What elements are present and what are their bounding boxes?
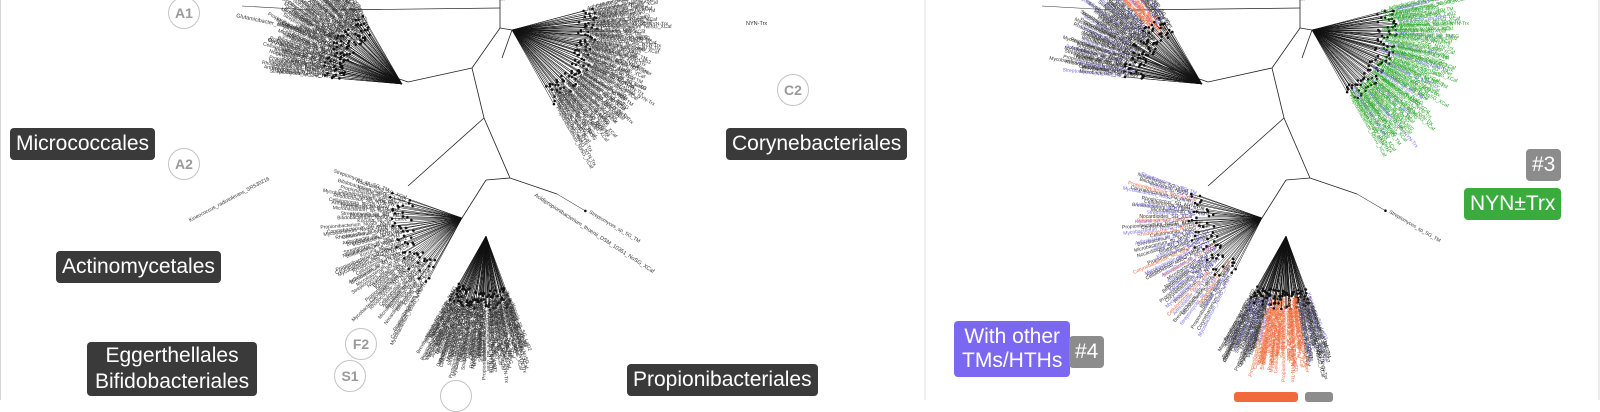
with-other-line-1: With other [962,325,1062,349]
leaf-label: Streptomyces_sp_SG_TM [588,209,641,244]
badge-3: #3 [1526,149,1561,181]
leaf-label-readable: NYN-Trx [746,21,767,27]
clade-label-eggerthellales-bifidobacteriales: Eggerthellales Bifidobacteriales [87,342,257,396]
leaf-label-readable: Kineococcus_radiotolerans_SRS30216 [188,176,271,224]
clade-label-actinomycetales: Actinomycetales [56,251,221,283]
leaf-label: Streptomyces_sp_SG_TM [1388,209,1442,244]
left-tree: Streptomyces_sp_SG_TMMicrobacterium_sp_N… [188,0,767,384]
subclade-marker-a2: A2 [168,148,200,180]
clade-label-propionibacteriales: Propionibacteriales [627,364,818,396]
subclade-marker-f2: F2 [345,328,377,360]
leaf-label-readable: Acidipropionibacterium_thoenii_DSM_10351… [533,193,656,276]
phylogenetic-trees: Streptomyces_sp_SG_TMMicrobacterium_sp_N… [0,0,1600,400]
subclade-marker-c2: C2 [777,74,809,106]
partial-orange-badge [1234,392,1298,402]
right-tree: Streptomyces_sp_SG_TMMicrobacterium_sp_N… [1042,0,1470,383]
with-other-line-2: TMs/HTHs [962,349,1062,373]
with-other-tms-hths-badge: With other TMs/HTHs [954,321,1070,377]
clade-label-bifidobacteriales: Bifidobacteriales [95,369,249,395]
clade-label-eggerthellales: Eggerthellales [95,343,249,369]
badge-4: #4 [1069,336,1104,368]
nyn-trx-badge: NYN±Trx [1464,188,1561,220]
subclade-marker-s1: S1 [334,360,366,392]
subclade-marker-partial [440,380,472,412]
partial-grey-badge [1305,392,1333,402]
clade-label-corynebacteriales: Corynebacteriales [726,128,907,160]
clade-label-micrococcales: Micrococcales [10,128,155,160]
